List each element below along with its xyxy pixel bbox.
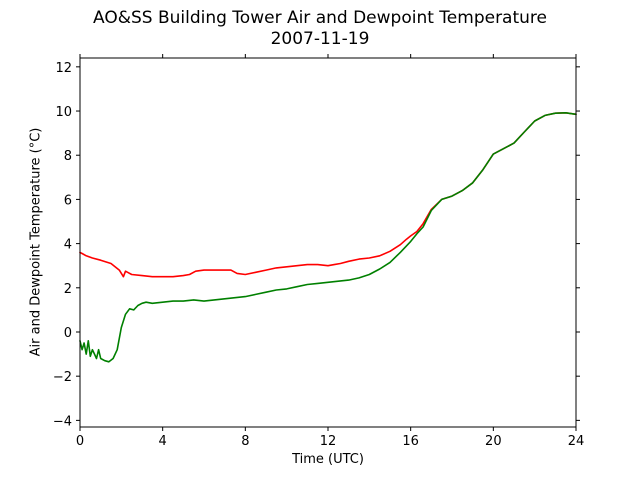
x-tick-label: 8 bbox=[241, 434, 249, 449]
series-layer bbox=[79, 112, 577, 363]
x-tick-label: 0 bbox=[76, 434, 84, 449]
chart-title: AO&SS Building Tower Air and Dewpoint Te… bbox=[92, 8, 547, 28]
air-temperature-line bbox=[79, 112, 577, 278]
x-tick-label: 20 bbox=[485, 434, 502, 449]
y-tick-label: 0 bbox=[64, 326, 72, 341]
plot-frame bbox=[79, 57, 577, 428]
x-tick-label: 12 bbox=[320, 434, 337, 449]
y-tick-label: 8 bbox=[64, 149, 72, 164]
y-tick-label: −4 bbox=[53, 414, 72, 429]
y-tick-label: 10 bbox=[55, 105, 72, 120]
y-axis-label: Air and Dewpoint Temperature (°C) bbox=[28, 127, 44, 357]
y-tick-label: −2 bbox=[53, 370, 72, 385]
y-tick-label: 4 bbox=[64, 238, 72, 253]
x-tick-label: 16 bbox=[402, 434, 419, 449]
chart-subtitle: 2007-11-19 bbox=[270, 29, 370, 49]
y-tick-label: 2 bbox=[64, 282, 72, 297]
x-axis-label: Time (UTC) bbox=[292, 452, 364, 467]
x-tick-label: 24 bbox=[568, 434, 585, 449]
y-tick-label: 6 bbox=[64, 193, 72, 208]
x-tick-label: 4 bbox=[159, 434, 167, 449]
dewpoint-temperature-line bbox=[79, 112, 577, 363]
y-tick-label: 12 bbox=[55, 61, 72, 76]
